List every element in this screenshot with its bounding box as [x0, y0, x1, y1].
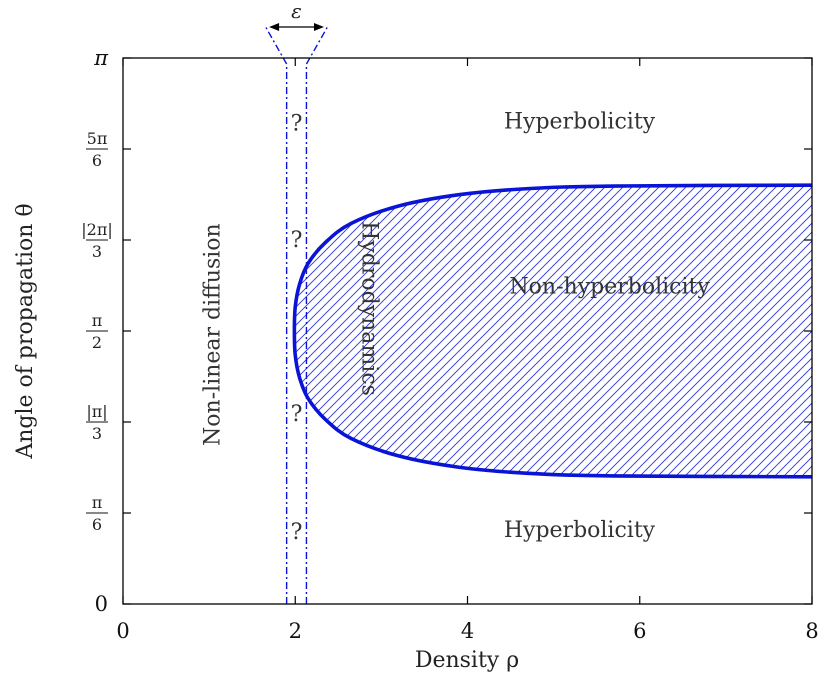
y-tick-denominator: 6: [92, 515, 102, 534]
non-hyperbolic-boundary-line: [292, 183, 813, 479]
epsilon-arrow-left-head: [269, 23, 280, 31]
epsilon-band-layer: ε????: [264, 0, 329, 604]
annotation-layer: Hyperbolicity Hyperbolicity Non-hyperbolic…: [200, 110, 710, 543]
question-mark-3: ?: [291, 402, 303, 427]
y-tick-denominator: 6: [92, 151, 102, 170]
y-axis-title: Angle of propagation θ: [13, 203, 38, 459]
annotation-non-hyperbolicity-2: Non-hyperbolicity: [509, 275, 710, 300]
non-hyperbolic-region-fill: [294, 185, 812, 477]
y-tick-denominator: 2: [92, 333, 102, 352]
annotation-non-linear-diffusion-3: Non-linear diffusion: [200, 223, 225, 446]
question-mark-4: ?: [291, 520, 303, 545]
y-tick-numerator: 5π: [87, 129, 108, 148]
y-tick-label: 0: [95, 592, 108, 616]
y-tick-denominator: 3: [92, 242, 102, 261]
epsilon-arrow-right-head: [313, 23, 324, 31]
y-tick-numerator: π: [92, 493, 103, 512]
y-tick-numerator: |2π|: [81, 220, 112, 239]
annotation-hyperbolicity-1: Hyperbolicity: [504, 518, 656, 543]
epsilon-right-flare: [305, 25, 329, 65]
x-tick-label: 0: [116, 619, 129, 643]
ticks-layer: 0 2 4 6 8 0 π 6 |π| 3 π 2 |2π| 3 5π 6 π: [81, 46, 818, 643]
annotation-hydrodynamics-4: Hydrodynamics: [356, 221, 381, 396]
x-axis-title: Density ρ: [415, 648, 519, 673]
y-tick-denominator: 3: [92, 424, 102, 443]
x-tick-label: 2: [289, 619, 302, 643]
epsilon-left-flare: [264, 25, 288, 65]
x-tick-label: 4: [461, 619, 474, 643]
y-tick-numerator: π: [92, 311, 103, 330]
y-tick-label: π: [93, 46, 109, 70]
question-mark-1: ?: [291, 112, 303, 137]
annotation-hyperbolicity-0: Hyperbolicity: [504, 110, 656, 135]
epsilon-label: ε: [291, 0, 302, 23]
regions-layer: [292, 183, 813, 479]
x-tick-label: 8: [805, 619, 818, 643]
x-tick-label: 6: [633, 619, 646, 643]
y-tick-numerator: |π|: [86, 402, 107, 421]
question-mark-2: ?: [291, 228, 303, 253]
